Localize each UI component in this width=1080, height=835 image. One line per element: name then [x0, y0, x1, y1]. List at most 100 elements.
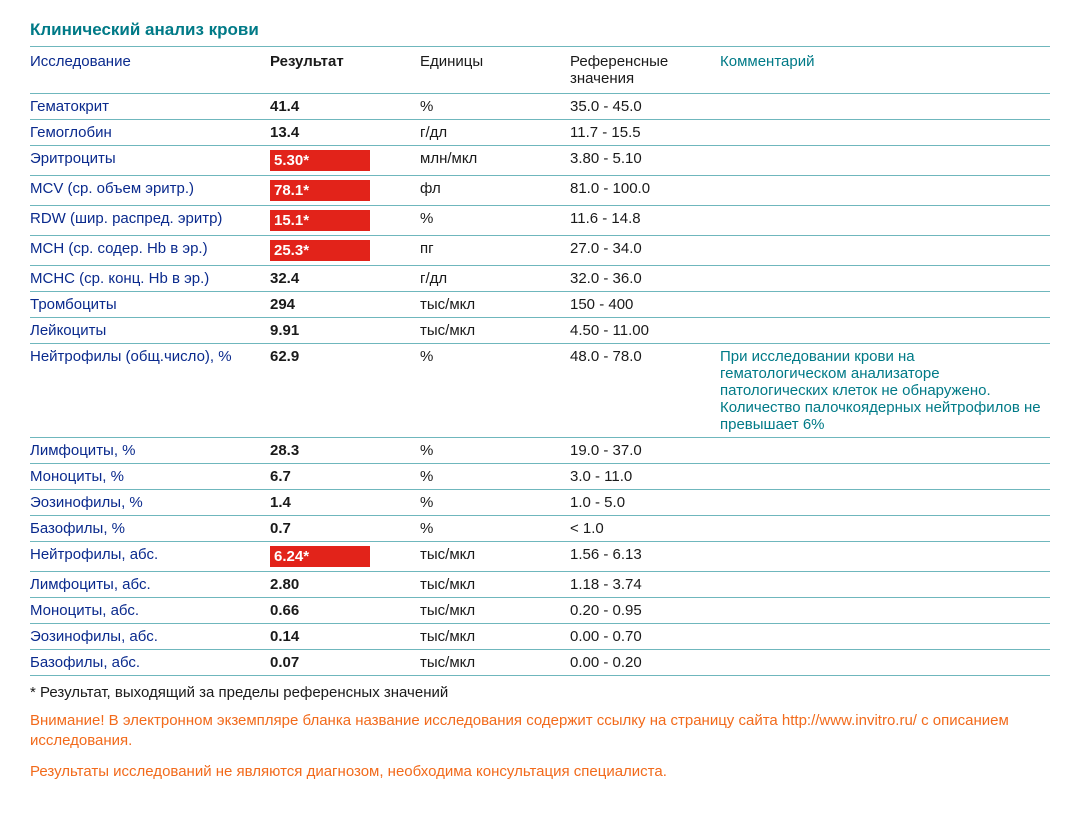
cell-ref: 4.50 - 11.00	[570, 318, 720, 344]
cell-name[interactable]: Эритроциты	[30, 146, 270, 176]
table-row: Нейтрофилы (общ.число), %62.9%48.0 - 78.…	[30, 344, 1050, 438]
cell-ref: < 1.0	[570, 516, 720, 542]
table-row: MCHC (ср. конц. Hb в эр.)32.4г/дл32.0 - …	[30, 266, 1050, 292]
cell-units: %	[420, 344, 570, 438]
cell-units: %	[420, 464, 570, 490]
cell-name[interactable]: Моноциты, %	[30, 464, 270, 490]
cell-units: тыс/мкл	[420, 318, 570, 344]
table-row: Лимфоциты, %28.3%19.0 - 37.0	[30, 438, 1050, 464]
cell-ref: 0.00 - 0.20	[570, 650, 720, 676]
cell-name[interactable]: MCHC (ср. конц. Hb в эр.)	[30, 266, 270, 292]
cell-units: г/дл	[420, 266, 570, 292]
cell-ref: 150 - 400	[570, 292, 720, 318]
cell-name[interactable]: Моноциты, абс.	[30, 598, 270, 624]
table-row: Лейкоциты9.91тыс/мкл4.50 - 11.00	[30, 318, 1050, 344]
results-table: Исследование Результат Единицы Референсн…	[30, 46, 1050, 676]
cell-comment	[720, 318, 1050, 344]
col-header-result: Результат	[270, 47, 420, 94]
cell-name[interactable]: Нейтрофилы (общ.число), %	[30, 344, 270, 438]
cell-ref: 3.80 - 5.10	[570, 146, 720, 176]
cell-name[interactable]: Лейкоциты	[30, 318, 270, 344]
cell-result: 0.07	[270, 650, 420, 676]
cell-name[interactable]: Нейтрофилы, абс.	[30, 542, 270, 572]
cell-ref: 11.6 - 14.8	[570, 206, 720, 236]
cell-ref: 32.0 - 36.0	[570, 266, 720, 292]
warning-2: Результаты исследований не являются диаг…	[30, 762, 1050, 782]
cell-units: %	[420, 438, 570, 464]
cell-comment	[720, 598, 1050, 624]
table-row: Лимфоциты, абс.2.80тыс/мкл1.18 - 3.74	[30, 572, 1050, 598]
cell-name[interactable]: Гематокрит	[30, 94, 270, 120]
cell-name[interactable]: Базофилы, %	[30, 516, 270, 542]
cell-comment	[720, 650, 1050, 676]
cell-result: 28.3	[270, 438, 420, 464]
cell-comment	[720, 176, 1050, 206]
table-row: RDW (шир. распред. эритр)15.1*%11.6 - 14…	[30, 206, 1050, 236]
cell-comment	[720, 146, 1050, 176]
cell-name[interactable]: Лимфоциты, %	[30, 438, 270, 464]
cell-ref: 11.7 - 15.5	[570, 120, 720, 146]
col-header-ref: Референсные значения	[570, 47, 720, 94]
result-flag: 5.30*	[270, 150, 370, 171]
cell-units: тыс/мкл	[420, 624, 570, 650]
cell-name[interactable]: Эозинофилы, %	[30, 490, 270, 516]
cell-result: 2.80	[270, 572, 420, 598]
table-row: Гематокрит41.4%35.0 - 45.0	[30, 94, 1050, 120]
cell-comment	[720, 624, 1050, 650]
cell-result: 294	[270, 292, 420, 318]
cell-name[interactable]: Базофилы, абс.	[30, 650, 270, 676]
cell-name[interactable]: Гемоглобин	[30, 120, 270, 146]
cell-name[interactable]: MCH (ср. содер. Hb в эр.)	[30, 236, 270, 266]
cell-result: 6.24*	[270, 542, 420, 572]
table-row: MCV (ср. объем эритр.)78.1*фл81.0 - 100.…	[30, 176, 1050, 206]
cell-units: тыс/мкл	[420, 598, 570, 624]
table-body: Гематокрит41.4%35.0 - 45.0Гемоглобин13.4…	[30, 94, 1050, 676]
table-row: Эозинофилы, %1.4%1.0 - 5.0	[30, 490, 1050, 516]
cell-units: млн/мкл	[420, 146, 570, 176]
cell-name[interactable]: MCV (ср. объем эритр.)	[30, 176, 270, 206]
table-row: Тромбоциты294тыс/мкл150 - 400	[30, 292, 1050, 318]
cell-ref: 27.0 - 34.0	[570, 236, 720, 266]
cell-name[interactable]: Тромбоциты	[30, 292, 270, 318]
col-header-comment: Комментарий	[720, 47, 1050, 94]
table-row: Моноциты, абс.0.66тыс/мкл0.20 - 0.95	[30, 598, 1050, 624]
cell-units: %	[420, 516, 570, 542]
cell-ref: 35.0 - 45.0	[570, 94, 720, 120]
cell-comment	[720, 292, 1050, 318]
warning-1: Внимание! В электронном экземпляре бланк…	[30, 711, 1050, 752]
col-header-name: Исследование	[30, 47, 270, 94]
table-row: Базофилы, абс.0.07тыс/мкл0.00 - 0.20	[30, 650, 1050, 676]
cell-comment	[720, 120, 1050, 146]
cell-result: 41.4	[270, 94, 420, 120]
cell-ref: 3.0 - 11.0	[570, 464, 720, 490]
cell-ref: 1.0 - 5.0	[570, 490, 720, 516]
cell-comment	[720, 490, 1050, 516]
cell-comment	[720, 572, 1050, 598]
cell-comment	[720, 94, 1050, 120]
cell-result: 5.30*	[270, 146, 420, 176]
cell-units: тыс/мкл	[420, 650, 570, 676]
cell-comment	[720, 464, 1050, 490]
report-title: Клинический анализ крови	[30, 20, 1050, 40]
cell-ref: 1.18 - 3.74	[570, 572, 720, 598]
table-row: Эозинофилы, абс.0.14тыс/мкл0.00 - 0.70	[30, 624, 1050, 650]
cell-units: тыс/мкл	[420, 572, 570, 598]
cell-result: 0.7	[270, 516, 420, 542]
footnote: * Результат, выходящий за пределы рефере…	[30, 684, 1050, 701]
cell-ref: 48.0 - 78.0	[570, 344, 720, 438]
result-flag: 25.3*	[270, 240, 370, 261]
table-row: MCH (ср. содер. Hb в эр.)25.3*пг27.0 - 3…	[30, 236, 1050, 266]
cell-name[interactable]: RDW (шир. распред. эритр)	[30, 206, 270, 236]
cell-result: 9.91	[270, 318, 420, 344]
cell-comment	[720, 236, 1050, 266]
cell-comment: При исследовании крови на гематологическ…	[720, 344, 1050, 438]
cell-comment	[720, 206, 1050, 236]
cell-result: 6.7	[270, 464, 420, 490]
cell-name[interactable]: Эозинофилы, абс.	[30, 624, 270, 650]
result-flag: 15.1*	[270, 210, 370, 231]
cell-result: 0.66	[270, 598, 420, 624]
cell-comment	[720, 542, 1050, 572]
cell-name[interactable]: Лимфоциты, абс.	[30, 572, 270, 598]
table-row: Моноциты, %6.7%3.0 - 11.0	[30, 464, 1050, 490]
cell-units: тыс/мкл	[420, 292, 570, 318]
